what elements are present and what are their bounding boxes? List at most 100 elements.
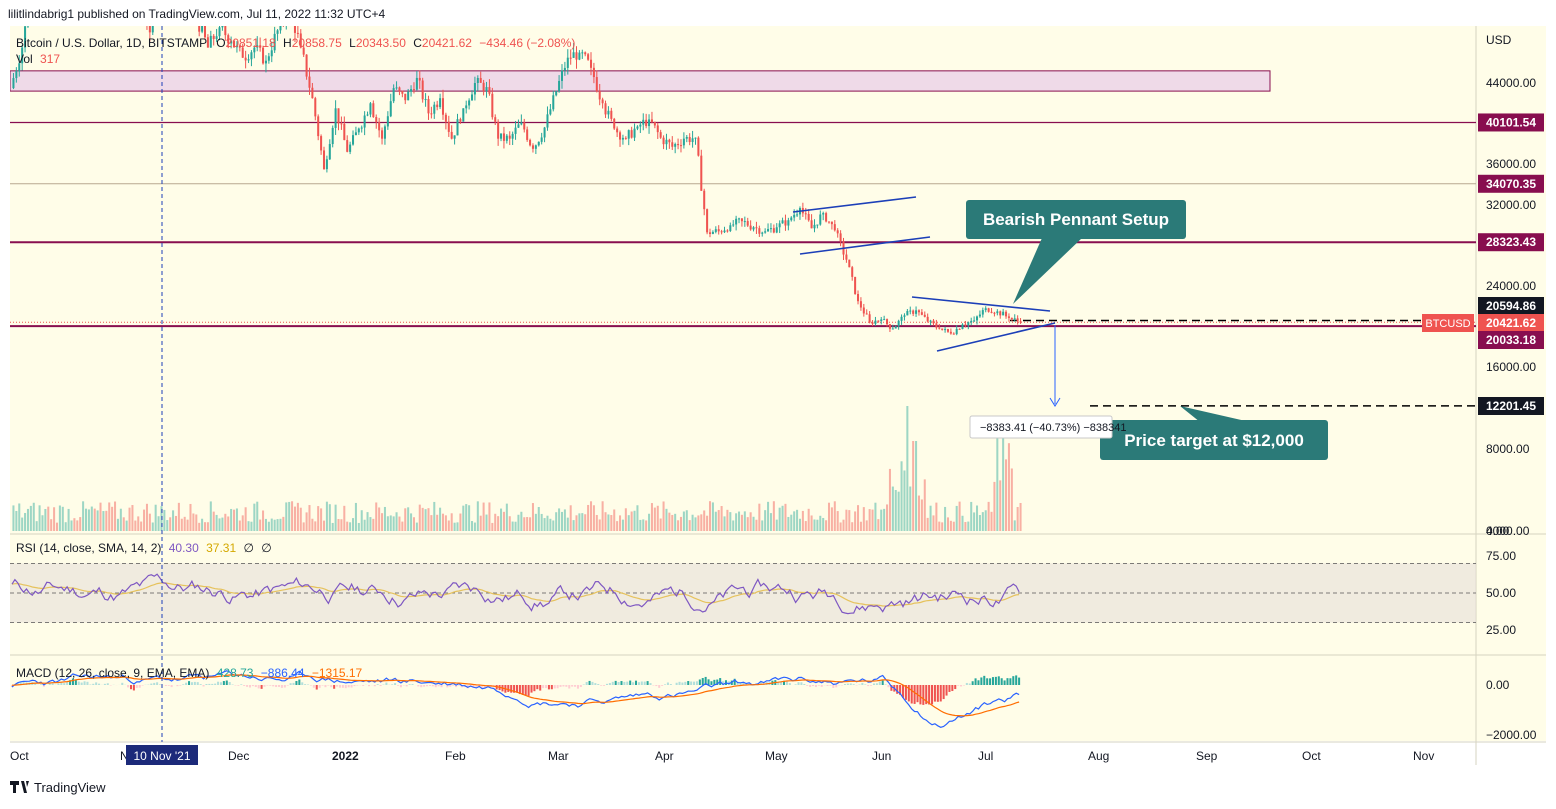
volume-bar bbox=[419, 505, 421, 531]
price-tick-label: 16000.00 bbox=[1486, 360, 1536, 374]
candle-body bbox=[668, 140, 670, 142]
measure-tool[interactable]: −8383.41 (−40.73%) −838341 bbox=[970, 416, 1127, 438]
rsi-pane[interactable] bbox=[10, 563, 1476, 622]
macd-histogram-bar bbox=[969, 683, 971, 685]
volume-bar bbox=[274, 520, 276, 531]
candle-body bbox=[648, 119, 650, 126]
volume-bar bbox=[689, 520, 691, 531]
level-20033-label: 20033.18 bbox=[1486, 333, 1536, 347]
candle-body bbox=[541, 137, 543, 141]
volume-bar bbox=[442, 514, 444, 531]
candle-body bbox=[500, 133, 502, 138]
volume-bar bbox=[152, 522, 154, 531]
macd-histogram-bar bbox=[200, 684, 202, 685]
macd-histogram-bar bbox=[951, 685, 953, 691]
macd-histogram-bar bbox=[644, 682, 646, 685]
candle-body bbox=[892, 329, 894, 330]
volume-bar bbox=[877, 519, 879, 531]
volume-bar bbox=[387, 516, 389, 531]
macd-histogram-bar bbox=[409, 684, 411, 685]
macd-histogram-bar bbox=[75, 680, 77, 685]
volume-bar bbox=[271, 519, 273, 531]
candle-body bbox=[343, 124, 345, 140]
volume-bar bbox=[932, 515, 934, 531]
volume-bar bbox=[335, 505, 337, 531]
candle-body bbox=[784, 220, 786, 225]
volume-bar bbox=[102, 511, 104, 531]
candle-body bbox=[477, 78, 479, 83]
candle-body bbox=[663, 138, 665, 144]
macd-histogram-bar bbox=[330, 685, 332, 687]
volume-bar bbox=[30, 506, 32, 531]
volume-bar bbox=[985, 510, 987, 531]
macd-histogram-bar bbox=[153, 683, 155, 685]
volume-bar bbox=[834, 501, 836, 531]
candle-body bbox=[718, 229, 720, 231]
macd-histogram-bar bbox=[966, 683, 968, 685]
volume-bar bbox=[520, 512, 522, 531]
macd-histogram-bar bbox=[176, 685, 178, 686]
candle-body bbox=[915, 310, 917, 314]
volume-bar bbox=[993, 482, 995, 531]
candle-body bbox=[587, 54, 589, 59]
volume-bar bbox=[636, 505, 638, 531]
volume-bar bbox=[886, 504, 888, 531]
volume-bar bbox=[567, 518, 569, 531]
macd-histogram-bar bbox=[130, 685, 132, 689]
volume-bar bbox=[578, 513, 580, 531]
volume-bar bbox=[268, 522, 270, 531]
macd-histogram-bar bbox=[432, 685, 434, 686]
candle-body bbox=[1002, 312, 1004, 316]
volume-bar bbox=[799, 519, 801, 531]
candle-body bbox=[425, 99, 427, 100]
volume-bar bbox=[645, 520, 647, 531]
candle-body bbox=[573, 52, 575, 58]
candle-body bbox=[889, 324, 891, 329]
symbol-legend[interactable]: Bitcoin / U.S. Dollar, 1D, BITSTAMP O208… bbox=[16, 36, 575, 50]
volume-bar bbox=[282, 517, 284, 531]
candle-body bbox=[12, 78, 14, 88]
candle-body bbox=[317, 116, 319, 136]
macd-histogram-bar bbox=[812, 685, 814, 686]
candle-body bbox=[361, 128, 363, 129]
volume-bar bbox=[726, 510, 728, 531]
candle-body bbox=[956, 329, 958, 334]
candle-body bbox=[901, 317, 903, 321]
volume-bar bbox=[349, 522, 351, 531]
volume-bar bbox=[610, 515, 612, 531]
volume-bar bbox=[767, 502, 769, 531]
volume-bar bbox=[738, 512, 740, 531]
macd-histogram-bar bbox=[960, 685, 962, 686]
resistance-zone[interactable] bbox=[10, 71, 1270, 91]
macd-histogram-bar bbox=[946, 685, 948, 696]
rsi-band-upper: ∅ bbox=[243, 541, 253, 555]
volume-bar bbox=[694, 517, 696, 531]
macd-histogram-bar bbox=[560, 685, 562, 687]
candle-body bbox=[944, 329, 946, 330]
volume-bar bbox=[62, 507, 64, 531]
candle-body bbox=[308, 77, 310, 88]
volume-bar bbox=[709, 501, 711, 531]
macd-histogram-bar bbox=[307, 684, 309, 685]
price-tick-label: 24000.00 bbox=[1486, 279, 1536, 293]
macd-histogram-bar bbox=[934, 685, 936, 702]
time-tick-label: Dec bbox=[228, 749, 249, 763]
rsi-legend[interactable]: RSI (14, close, SMA, 14, 2) 40.30 37.31 … bbox=[16, 541, 272, 555]
volume-bar bbox=[753, 517, 755, 531]
candle-body bbox=[709, 232, 711, 234]
volume-bar bbox=[770, 513, 772, 531]
volume-bar bbox=[509, 516, 511, 531]
volume-bar bbox=[1014, 520, 1016, 531]
macd-histogram-bar bbox=[316, 685, 318, 690]
macd-histogram-bar bbox=[954, 685, 956, 689]
candle-body bbox=[564, 68, 566, 71]
macd-histogram-bar bbox=[510, 685, 512, 693]
macd-histogram-bar bbox=[864, 684, 866, 685]
zone-rect[interactable] bbox=[10, 71, 1270, 91]
volume-bar bbox=[207, 522, 209, 531]
close-label: C bbox=[413, 36, 422, 50]
macd-histogram-bar bbox=[618, 682, 620, 685]
candle-body bbox=[436, 105, 438, 107]
volume-bar bbox=[76, 520, 78, 531]
volume-bar bbox=[265, 519, 267, 531]
